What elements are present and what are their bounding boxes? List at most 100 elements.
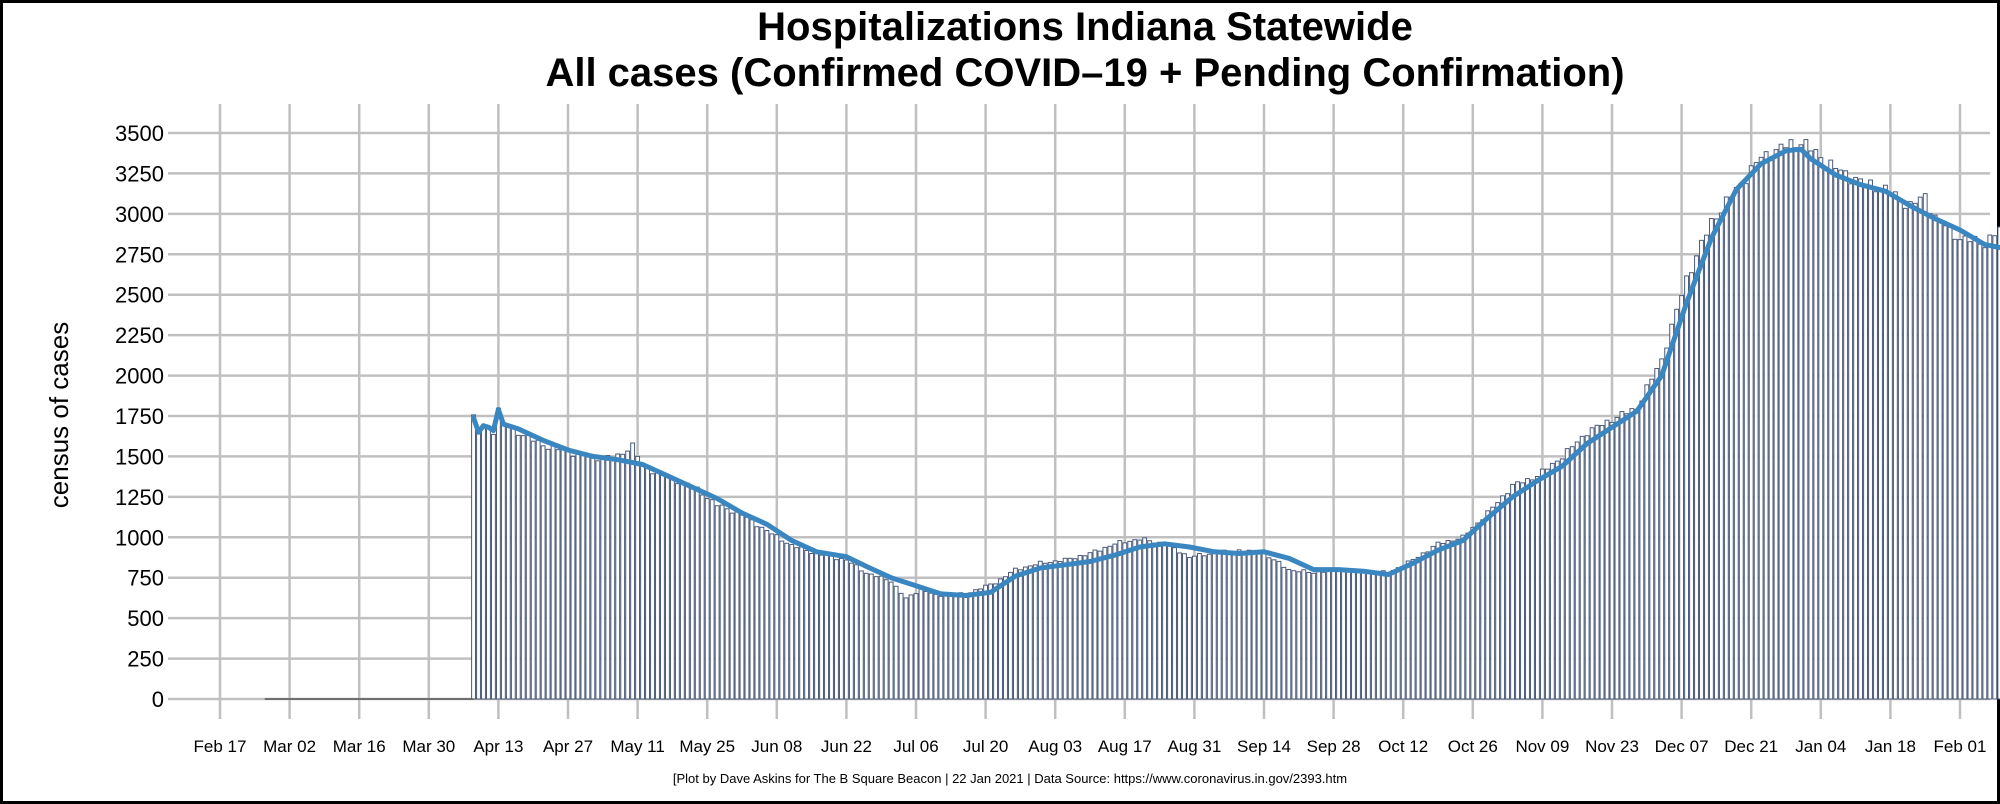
daily-bar [1992,235,1998,700]
daily-bar [1639,400,1645,700]
daily-bar [1201,555,1207,700]
daily-bar [729,512,735,700]
daily-bar [963,593,969,700]
daily-bar [1241,551,1247,700]
x-tick-label: Nov 09 [1515,737,1569,756]
y-tick-label: 0 [152,687,164,712]
daily-bar [1460,534,1466,700]
daily-bar [764,530,770,700]
daily-bar [540,445,546,700]
daily-bar [709,499,715,700]
daily-bar [714,505,720,700]
y-axis-label: census of cases [44,322,74,508]
daily-bar [1122,542,1128,700]
daily-bar [1783,147,1789,700]
daily-bar [719,504,725,700]
x-tick-label: Dec 21 [1724,737,1778,756]
daily-bar [1674,308,1680,700]
daily-bars [471,139,2000,700]
daily-bar [973,589,979,700]
daily-bar [1221,549,1227,700]
daily-bar [1758,156,1764,700]
daily-bar [1818,157,1824,700]
daily-bar [943,594,949,700]
daily-bar [1778,143,1784,700]
daily-bar [1445,540,1451,700]
daily-bar [1186,557,1192,700]
daily-bar [585,456,591,700]
x-tick-label: Feb 17 [194,737,247,756]
x-tick-label: Sep 28 [1307,737,1361,756]
daily-bar [838,557,844,700]
daily-bar [1490,506,1496,700]
daily-bar [476,431,481,700]
daily-bar [1569,446,1575,700]
daily-bar [1813,149,1819,700]
daily-bar [600,457,606,700]
daily-bar [749,519,755,700]
daily-bar [1062,557,1068,700]
daily-bar [550,445,556,700]
daily-bar [1619,411,1625,700]
daily-bar [486,425,491,700]
daily-bar [510,426,516,700]
daily-bar [1008,571,1013,700]
x-tick-label: Jun 22 [821,737,872,756]
daily-bar [1102,546,1108,700]
daily-bar [610,457,616,700]
x-tick-label: Mar 30 [402,737,455,756]
daily-bar [1584,435,1590,700]
daily-bar [1554,460,1560,700]
daily-bar [605,455,611,700]
daily-bar [1246,549,1252,700]
daily-bar [1937,219,1943,700]
daily-bar [490,433,496,700]
y-tick-label: 2000 [115,364,164,389]
daily-bar [1897,200,1903,700]
daily-bar [1679,295,1685,700]
x-tick-label: May 25 [679,737,735,756]
daily-bar [1400,566,1406,700]
daily-bar [545,448,551,700]
daily-bar [1510,483,1516,700]
daily-bar [1634,408,1640,700]
daily-bar [1594,424,1600,700]
daily-bar [1912,202,1918,700]
daily-bar [1082,555,1088,700]
daily-bar [1644,384,1650,700]
daily-bar [1410,558,1416,700]
daily-bar [983,584,989,700]
daily-bar [1206,553,1212,700]
daily-bar [1858,178,1864,700]
daily-bar [1664,347,1670,700]
daily-bar [1748,165,1754,700]
daily-bar [1191,555,1197,700]
daily-bar [1027,565,1033,700]
daily-bar [819,554,824,700]
daily-bar [645,467,650,700]
daily-bar [1922,193,1928,700]
daily-bar [1723,196,1729,700]
daily-bar [1360,571,1366,700]
daily-bar [1112,543,1118,700]
daily-bar [1843,170,1849,700]
x-tick-label: Mar 02 [263,737,316,756]
x-tick-label: Dec 07 [1655,737,1709,756]
daily-bar [595,460,601,700]
daily-bar [1927,213,1933,700]
daily-bar [734,511,740,700]
daily-bar [625,450,631,700]
daily-bar [1838,169,1844,700]
daily-bar [1107,545,1113,700]
daily-bar [620,453,626,700]
daily-bar [689,485,695,700]
daily-bar [1390,569,1396,700]
daily-bar [635,455,641,700]
y-tick-label: 500 [127,606,164,631]
daily-bar [1072,558,1078,700]
y-tick-label: 1250 [115,485,164,510]
daily-bar [1887,194,1893,700]
daily-bar [1480,519,1486,700]
daily-bar [1589,427,1595,700]
